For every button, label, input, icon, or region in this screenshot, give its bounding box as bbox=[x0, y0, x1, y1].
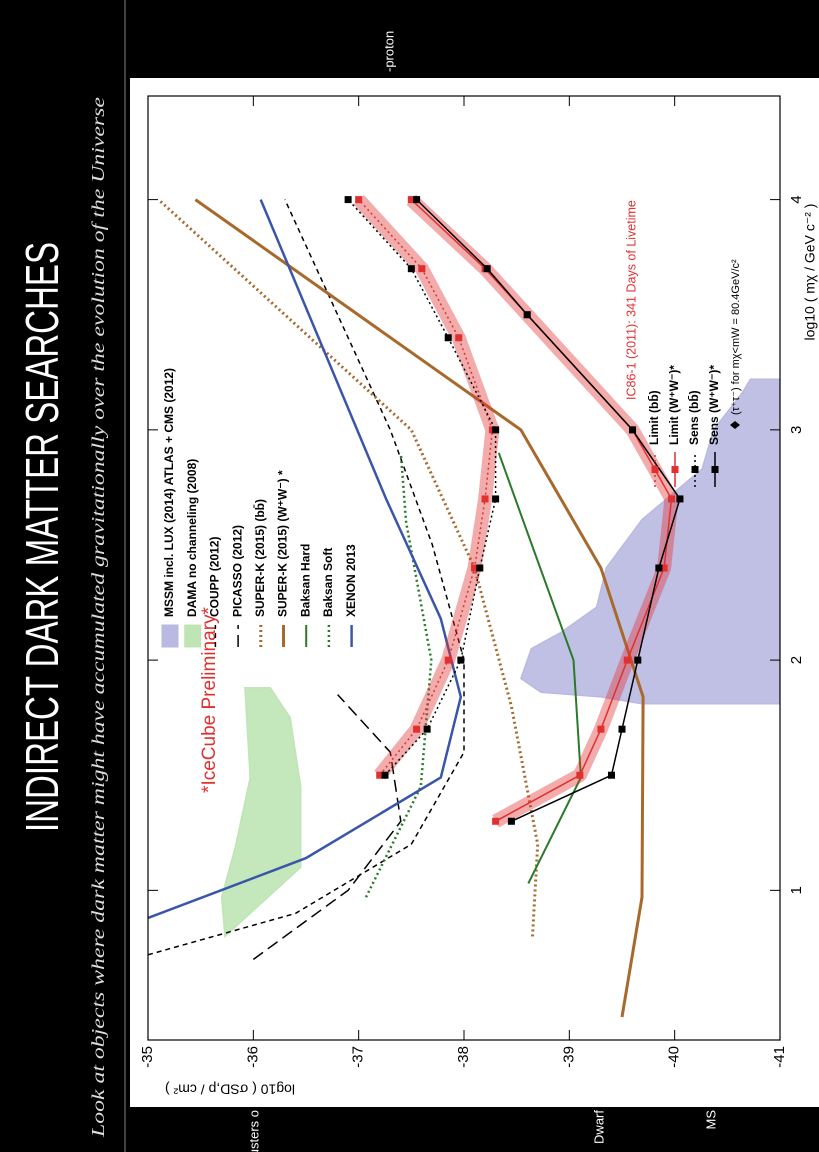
legend-swatch bbox=[161, 624, 179, 648]
marker bbox=[523, 311, 531, 319]
curve bbox=[410, 199, 673, 822]
marker bbox=[413, 196, 421, 204]
marker bbox=[418, 265, 426, 273]
y-tick-label: -41 bbox=[771, 1046, 788, 1068]
marker bbox=[492, 817, 500, 825]
curve bbox=[252, 694, 402, 961]
slide-title: INDIRECT DARK MATTER SEARCHES bbox=[16, 242, 68, 832]
y-tick-label: -37 bbox=[350, 1046, 367, 1068]
marker bbox=[344, 196, 352, 204]
legend-marker bbox=[671, 466, 679, 473]
chart: 1 2 3 4 -35 -36 -37 -38 -39 -40 -41 log10 ( mχ / Ge… bbox=[139, 95, 818, 1097]
legend-label: COUPP (2012) bbox=[208, 537, 222, 617]
marker bbox=[660, 564, 668, 572]
marker bbox=[676, 495, 684, 503]
x-tick-label: 4 bbox=[788, 195, 805, 203]
curve bbox=[497, 452, 582, 884]
marker bbox=[455, 334, 463, 342]
legend-label: XENON 2013 bbox=[344, 544, 358, 617]
background-label: MS bbox=[703, 1110, 718, 1130]
marker bbox=[629, 426, 637, 434]
marker bbox=[481, 495, 489, 503]
marker bbox=[492, 495, 500, 503]
marker bbox=[507, 817, 515, 825]
legend-label: Baksan Soft bbox=[321, 548, 335, 617]
legend-marker bbox=[711, 466, 719, 473]
legend-marker bbox=[691, 466, 699, 473]
legend-swatch bbox=[184, 624, 202, 648]
marker bbox=[576, 771, 584, 779]
legend-label: Baksan Hard bbox=[298, 544, 312, 617]
marker bbox=[476, 564, 484, 572]
curve bbox=[157, 198, 540, 937]
marker bbox=[355, 196, 363, 204]
y-tick-label: -39 bbox=[560, 1046, 577, 1068]
legend-label: Limit (bb̄) bbox=[647, 390, 661, 445]
marker bbox=[457, 656, 465, 664]
background-label: Dwarf bbox=[591, 1110, 606, 1144]
region bbox=[220, 686, 302, 938]
marker bbox=[381, 771, 389, 779]
legend-label: Sens (W⁺W⁻)* bbox=[707, 365, 721, 445]
y-tick-label: -36 bbox=[244, 1046, 261, 1068]
legend-note: (τ⁺τ⁻) for mχ<mW = 80.4GeV/c² bbox=[730, 259, 742, 415]
marker bbox=[668, 495, 676, 503]
marker bbox=[444, 334, 452, 342]
curve bbox=[416, 199, 681, 822]
marker bbox=[407, 265, 415, 273]
legend-label: MSSM incl. LUX (2014) ATLAS + CMS (2012) bbox=[162, 368, 176, 617]
marker bbox=[376, 771, 384, 779]
marker bbox=[634, 656, 642, 664]
curve bbox=[148, 199, 463, 920]
legend-title: IC86-1 (2011): 341 Days of Livetime bbox=[624, 200, 638, 400]
background-label: -proton bbox=[381, 31, 396, 72]
marker bbox=[444, 656, 452, 664]
x-tick-label: 2 bbox=[788, 656, 805, 664]
y-axis-label: log10 ( σSD,p / cm² ) bbox=[165, 1081, 295, 1097]
marker bbox=[492, 426, 500, 434]
marker bbox=[623, 656, 631, 664]
marker bbox=[413, 725, 421, 733]
marker bbox=[407, 196, 415, 204]
legend-marker bbox=[651, 466, 659, 473]
marker bbox=[655, 564, 663, 572]
x-axis-label: log10 ( mχ / GeV c⁻² ) bbox=[802, 204, 818, 341]
y-tick-label: -40 bbox=[666, 1046, 683, 1068]
marker bbox=[607, 771, 615, 779]
background-label: Clusters o bbox=[246, 1110, 261, 1152]
legend-label: Limit (W⁺W⁻)* bbox=[667, 365, 681, 445]
y-tick-label: -35 bbox=[139, 1046, 156, 1068]
legend-label: PICASSO (2012) bbox=[230, 525, 244, 617]
y-tick-label: -38 bbox=[455, 1046, 472, 1068]
marker bbox=[618, 725, 626, 733]
marker bbox=[423, 725, 431, 733]
x-tick-label: 1 bbox=[788, 886, 805, 894]
marker bbox=[483, 265, 491, 273]
slide-subtitle: Look at objects where dark matter might … bbox=[88, 97, 108, 1138]
legend-label: SUPER-K (2015) (W⁺W⁻) * bbox=[276, 470, 290, 617]
legend-label: DAMA no channeling (2008) bbox=[185, 459, 199, 617]
curve bbox=[364, 452, 433, 898]
chart-panel bbox=[130, 78, 819, 1107]
legend-marker bbox=[730, 421, 740, 429]
legend-label: Sens (bb̄) bbox=[687, 390, 701, 445]
marker bbox=[597, 725, 605, 733]
x-tick-label: 3 bbox=[788, 426, 805, 434]
curve bbox=[194, 198, 645, 1018]
legend-label: SUPER-K (2015) (bb̄) bbox=[253, 499, 267, 617]
marker bbox=[471, 564, 479, 572]
annotation: *IceCube Preliminary* bbox=[199, 606, 220, 792]
